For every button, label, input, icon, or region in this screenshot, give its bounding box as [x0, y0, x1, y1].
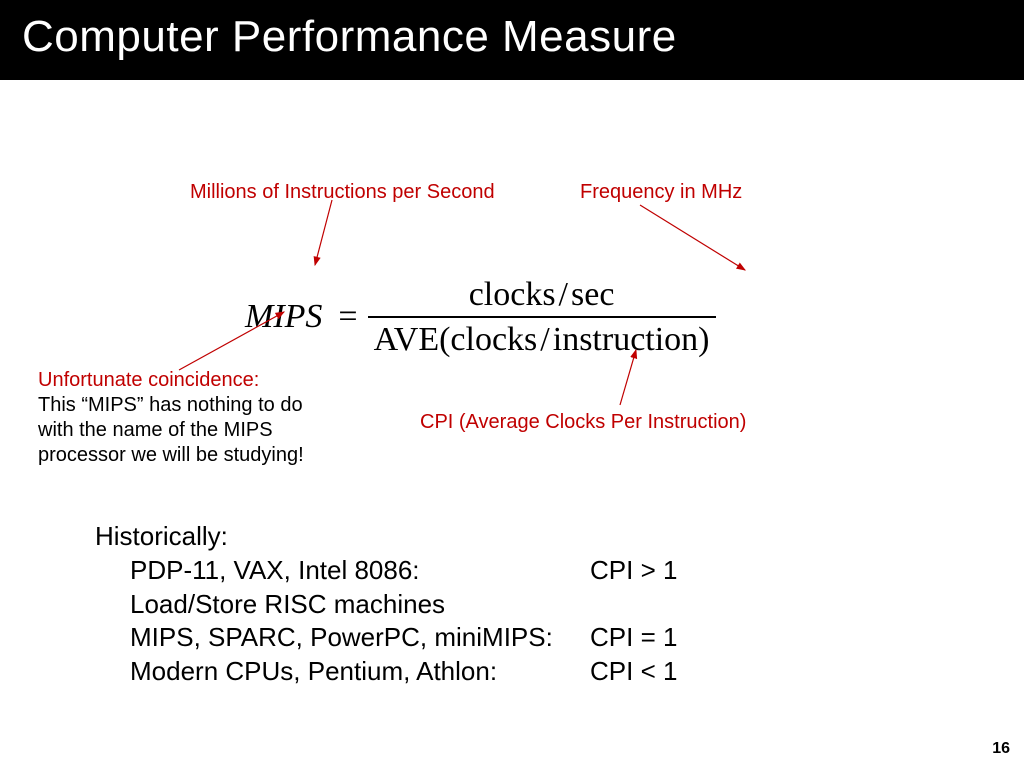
historical-row: PDP-11, VAX, Intel 8086: CPI > 1 [95, 554, 677, 588]
annotation-frequency: Frequency in MHz [580, 180, 742, 205]
historical-heading: Historically: [95, 520, 677, 554]
historical-row-value: CPI < 1 [590, 655, 677, 689]
historical-row: Modern CPUs, Pentium, Athlon: CPI < 1 [95, 655, 677, 689]
historical-row-label: MIPS, SPARC, PowerPC, miniMIPS: [130, 621, 590, 655]
historical-row-label: Load/Store RISC machines [130, 588, 590, 622]
page-number-text: 16 [992, 740, 1010, 757]
mips-formula: MIPS = clocks/sec AVE(clocks/instruction… [245, 275, 716, 359]
historical-row: MIPS, SPARC, PowerPC, miniMIPS: CPI = 1 [95, 621, 677, 655]
arrow-line [640, 205, 745, 270]
slash-icon: / [537, 321, 552, 358]
historical-row-value: CPI > 1 [590, 554, 677, 588]
annotation-mips-text: Millions of Instructions per Second [190, 181, 495, 203]
formula-denominator: AVE(clocks/instruction) [368, 316, 716, 359]
annotation-cpi-text: CPI (Average Clocks Per Instruction) [420, 411, 746, 433]
annotation-coincidence-line1: This “MIPS” has nothing to do [38, 393, 304, 418]
formula-fraction: clocks/sec AVE(clocks/instruction) [368, 275, 716, 359]
annotation-coincidence-line2: with the name of the MIPS [38, 418, 304, 443]
annotation-frequency-text: Frequency in MHz [580, 181, 742, 203]
annotation-cpi: CPI (Average Clocks Per Instruction) [420, 410, 746, 435]
formula-numerator: clocks/sec [368, 275, 716, 316]
formula-lhs: MIPS [245, 298, 322, 336]
historical-row-value: CPI = 1 [590, 621, 677, 655]
formula-den-a: AVE(clocks [374, 321, 538, 358]
annotation-coincidence-line3: processor we will be studying! [38, 443, 304, 468]
annotation-coincidence: Unfortunate coincidence: This “MIPS” has… [38, 368, 304, 468]
formula-num-a: clocks [469, 276, 556, 313]
page-number: 16 [992, 740, 1010, 758]
historical-row-label: PDP-11, VAX, Intel 8086: [130, 554, 590, 588]
historical-block: Historically: PDP-11, VAX, Intel 8086: C… [95, 520, 677, 689]
historical-row: Load/Store RISC machines [95, 588, 677, 622]
annotation-mips: Millions of Instructions per Second [190, 180, 495, 205]
arrow-line [315, 200, 332, 265]
slide-title-bar: Computer Performance Measure [0, 0, 1024, 80]
slide-title: Computer Performance Measure [22, 12, 677, 61]
formula-num-b: sec [571, 276, 614, 313]
annotation-coincidence-heading: Unfortunate coincidence: [38, 368, 304, 393]
formula-equals: = [338, 298, 357, 336]
formula-den-b: instruction) [553, 321, 710, 358]
slash-icon: / [556, 276, 571, 313]
historical-row-label: Modern CPUs, Pentium, Athlon: [130, 655, 590, 689]
